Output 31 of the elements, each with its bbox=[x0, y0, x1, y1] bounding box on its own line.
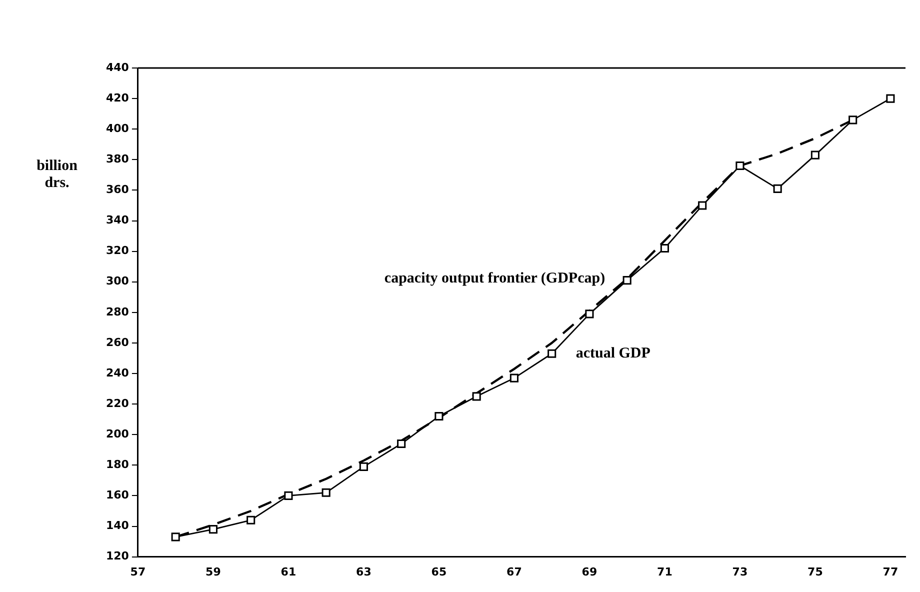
y-tick-label: 160 bbox=[106, 488, 130, 502]
y-tick-label: 220 bbox=[106, 396, 130, 410]
x-tick-label: 69 bbox=[582, 565, 598, 578]
x-tick-label: 67 bbox=[506, 565, 522, 578]
series-label: capacity output frontier (GDPcap) bbox=[384, 270, 606, 287]
y-tick-label: 320 bbox=[106, 244, 130, 258]
y-tick-label: 400 bbox=[106, 122, 130, 135]
y-tick-label: 200 bbox=[106, 427, 130, 440]
y-tick-label: 340 bbox=[106, 214, 130, 227]
y-tick-label: 380 bbox=[106, 152, 130, 166]
x-tick-label: 61 bbox=[280, 565, 296, 578]
y-tick-label: 280 bbox=[106, 305, 130, 318]
x-tick-label: 73 bbox=[732, 565, 748, 578]
y-tick-label: 420 bbox=[106, 91, 130, 104]
y-axis-title: billion drs. bbox=[36, 158, 78, 192]
x-tick-label: 71 bbox=[657, 565, 672, 578]
y-tick-label: 300 bbox=[106, 274, 130, 288]
y-tick-label: 260 bbox=[106, 336, 130, 349]
y-tick-label: 440 bbox=[106, 60, 130, 74]
x-tick-label: 57 bbox=[130, 565, 146, 578]
x-tick-label: 59 bbox=[206, 565, 221, 578]
y-tick-label: 140 bbox=[106, 519, 130, 532]
y-tick-label: 240 bbox=[106, 366, 130, 380]
x-tick-label: 75 bbox=[808, 565, 823, 578]
x-tick-label: 77 bbox=[882, 565, 898, 578]
x-tick-label: 63 bbox=[356, 565, 372, 578]
series-label: actual GDP bbox=[576, 346, 650, 362]
y-tick-label: 360 bbox=[106, 183, 130, 196]
y-tick-label: 180 bbox=[106, 458, 130, 472]
y-tick-label: 120 bbox=[106, 550, 130, 563]
x-tick-label: 65 bbox=[431, 565, 447, 578]
